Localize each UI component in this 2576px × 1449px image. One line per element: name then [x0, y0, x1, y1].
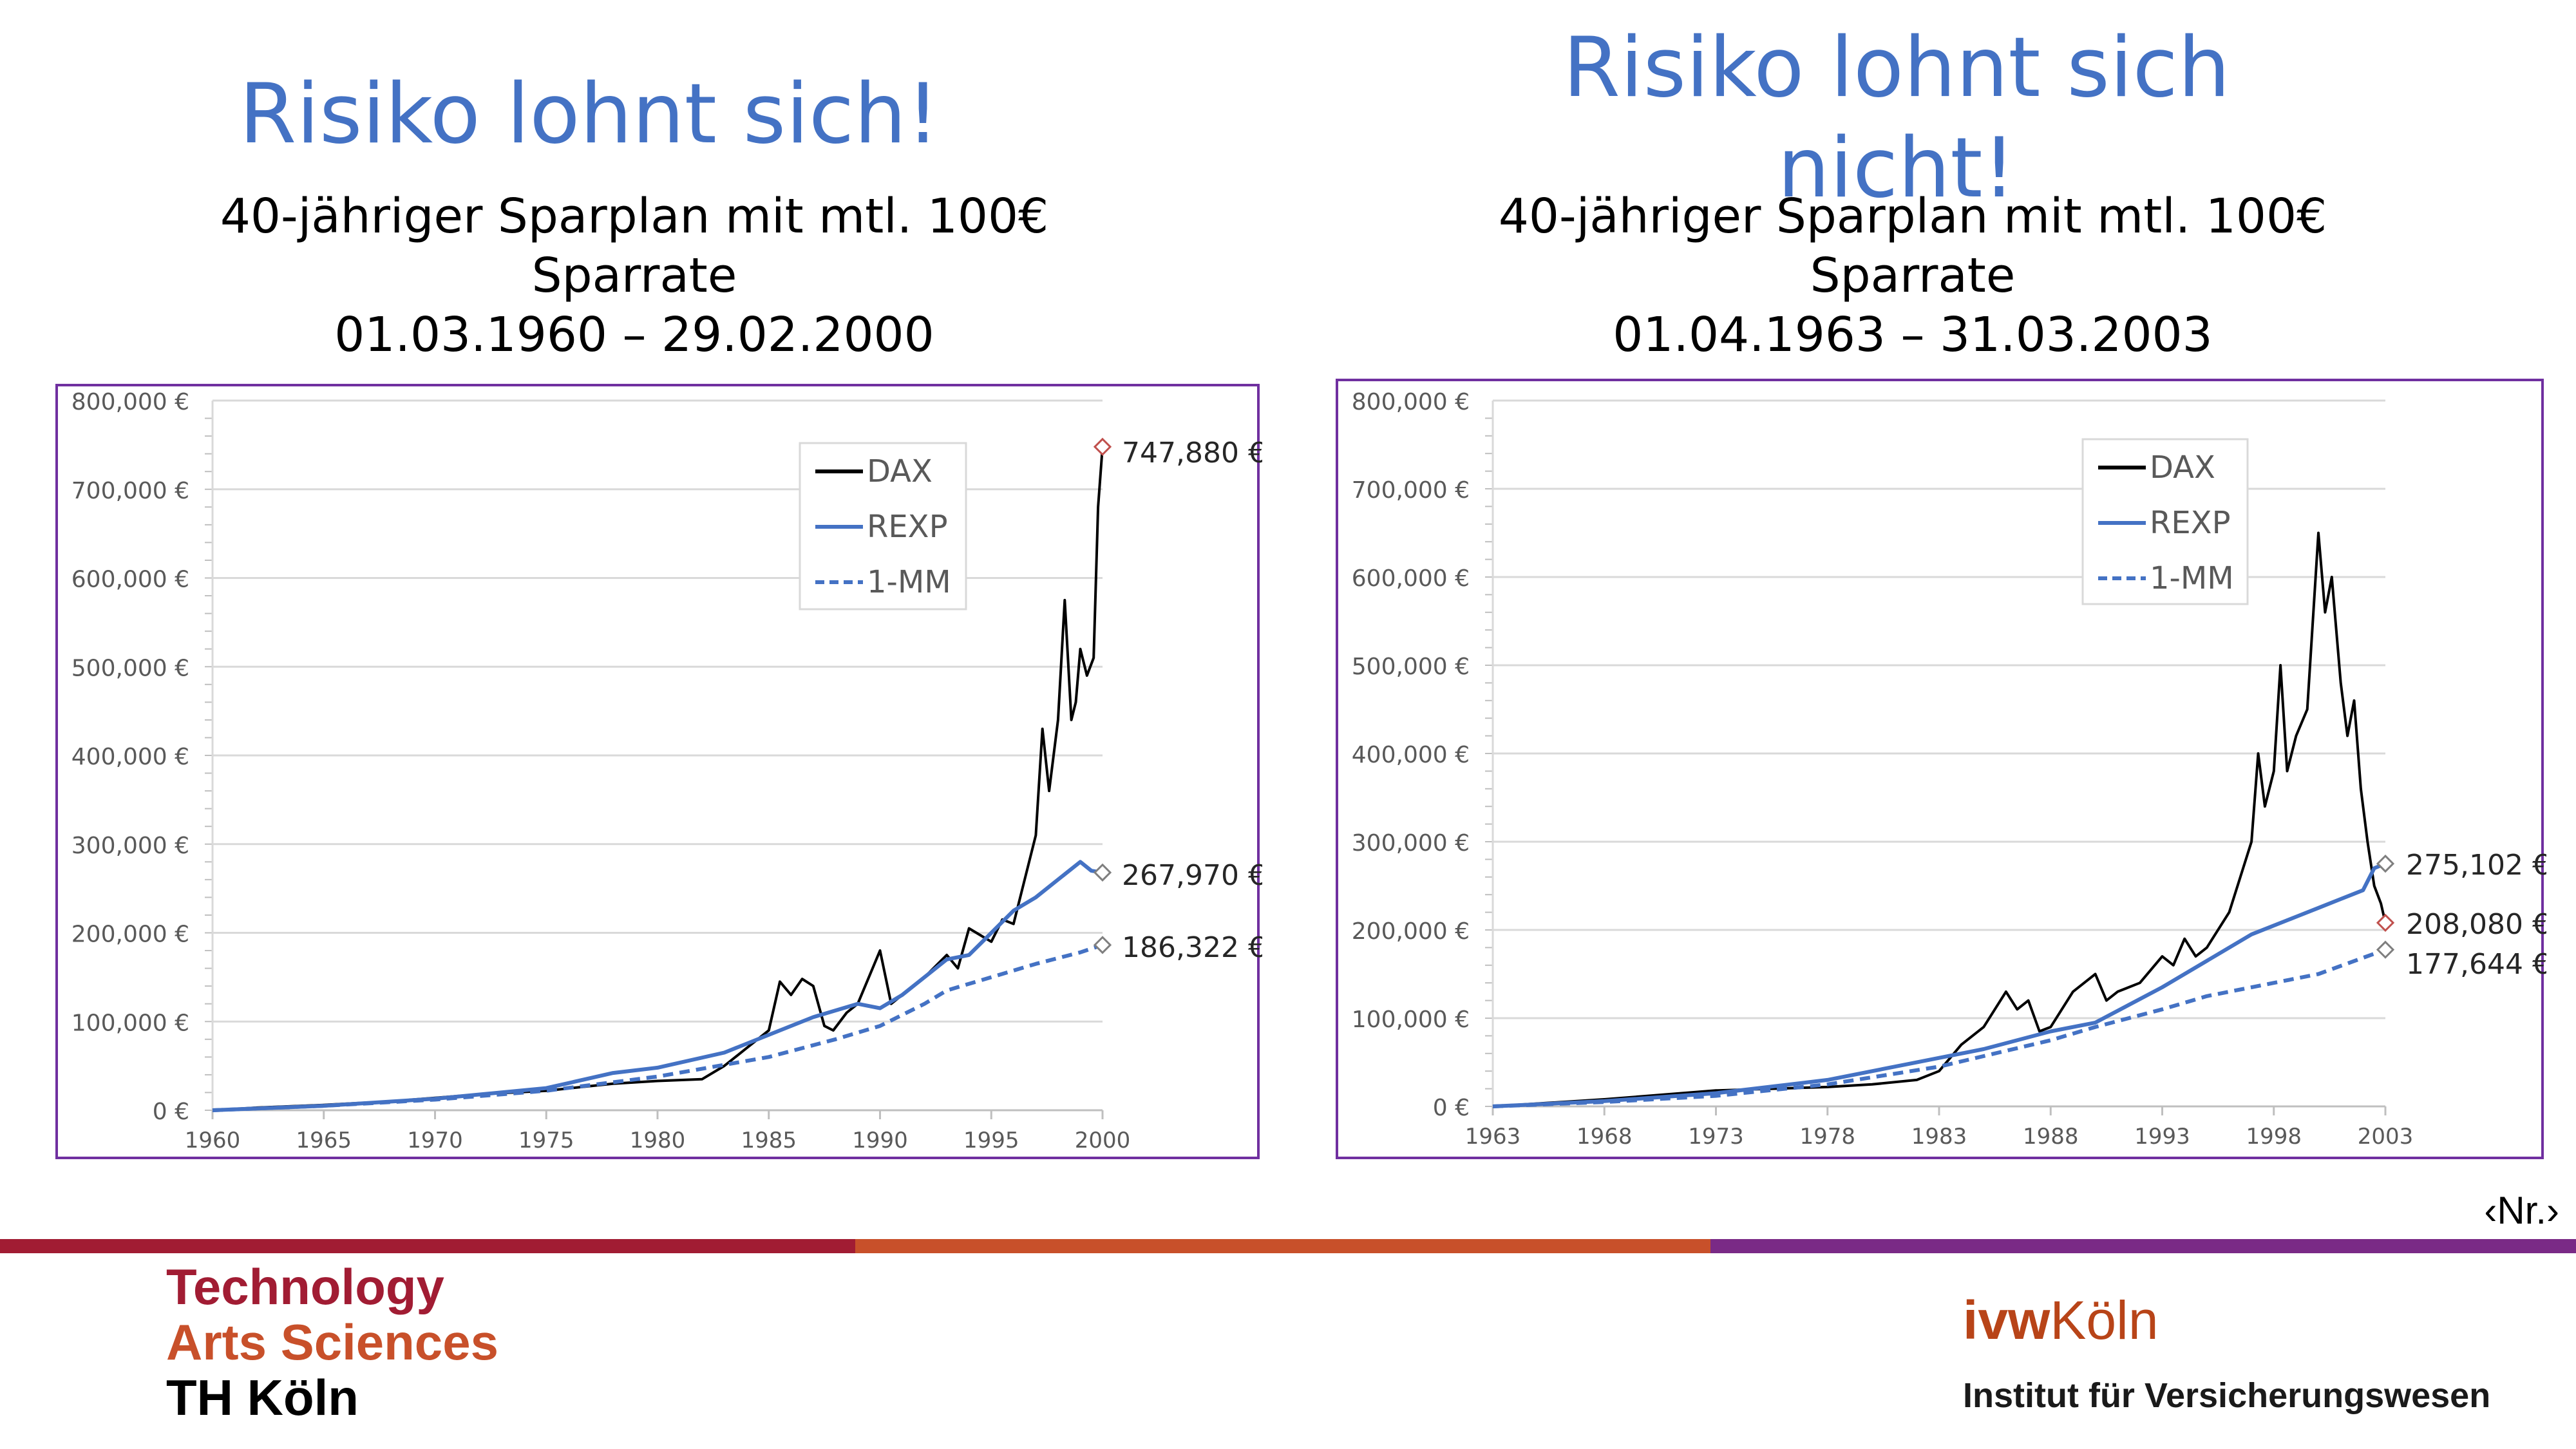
x-tick-label: 1990 [852, 1128, 908, 1153]
y-tick-label: 200,000 € [71, 922, 189, 948]
ivw-part2: Köln [2050, 1290, 2159, 1350]
y-tick-label: 300,000 € [1352, 830, 1470, 857]
x-tick-label: 1975 [518, 1128, 574, 1153]
right-subtitle-line1: 40-jähriger Sparplan mit mtl. 100€ Sparr… [1498, 189, 2327, 303]
x-tick-label: 1978 [1799, 1124, 1855, 1150]
x-tick-label: 1963 [1465, 1124, 1521, 1150]
x-tick-label: 1988 [2023, 1124, 2079, 1150]
legend-label: REXP [867, 509, 948, 545]
chart-right-svg: 0 € 100,000 € 200,000 € 300,000 € 400,000 € 5… [1352, 389, 2546, 1150]
y-tick-label: 600,000 € [71, 567, 189, 593]
ivw-wordmark: ivwKöln [1963, 1288, 2490, 1352]
chart-left-svg: 0 € 100,000 € 200,000 € 300,000 € 400,000 € 5… [71, 389, 1262, 1153]
y-tick-label: 500,000 € [71, 655, 189, 681]
end-marker [2376, 940, 2395, 959]
x-tick-label: 1995 [963, 1128, 1019, 1153]
x-tick-label: 1968 [1577, 1124, 1633, 1150]
y-tick-label: 0 € [1433, 1095, 1470, 1121]
left-heading: Risiko lohnt sich! [239, 66, 940, 162]
y-tick-label: 700,000 € [1352, 477, 1470, 504]
left-subtitle-line1: 40-jähriger Sparplan mit mtl. 100€ Sparr… [220, 189, 1049, 303]
y-tick-label: 400,000 € [71, 744, 189, 770]
y-tick-label: 200,000 € [1352, 918, 1470, 945]
data-label: 208,080 € [2406, 908, 2546, 941]
institute-name: Institut für Versicherungswesen [1963, 1376, 2491, 1415]
th-koeln-logo: Technology Arts Sciences TH Köln [166, 1259, 498, 1425]
series-line-rexp [212, 860, 1103, 1112]
x-tick-label: 1993 [2134, 1124, 2190, 1150]
legend-label: 1-MM [867, 564, 951, 600]
x-tick-label: 2000 [1075, 1128, 1131, 1153]
data-label: 747,880 € [1122, 437, 1262, 469]
x-tick-label: 1965 [296, 1128, 352, 1153]
series-line-dax [1492, 531, 2387, 1108]
y-tick-label: 100,000 € [71, 1010, 189, 1036]
y-tick-label: 400,000 € [1352, 742, 1470, 768]
legend-label: 1-MM [2150, 560, 2234, 596]
logo-arts-sciences: Arts Sciences [166, 1314, 498, 1370]
x-tick-label: 1960 [185, 1128, 241, 1153]
x-tick-label: 1980 [630, 1128, 686, 1153]
footer-bar-red [0, 1239, 855, 1253]
end-marker [1093, 863, 1112, 882]
right-heading-line1: Risiko lohnt sich [1562, 20, 2231, 116]
y-tick-label: 500,000 € [1352, 654, 1470, 680]
ivw-part1: ivw [1963, 1290, 2050, 1350]
x-tick-label: 1985 [741, 1128, 797, 1153]
legend-label: REXP [2150, 505, 2231, 541]
data-label: 186,322 € [1122, 931, 1262, 964]
end-marker [2376, 854, 2395, 873]
y-tick-label: 0 € [153, 1099, 189, 1125]
y-tick-label: 800,000 € [71, 389, 189, 415]
series-line-dax [212, 446, 1104, 1112]
footer-bar-orange [855, 1239, 1710, 1253]
x-tick-label: 1970 [407, 1128, 463, 1153]
right-subtitle: 40-jähriger Sparplan mit mtl. 100€ Sparr… [1394, 187, 2431, 365]
legend-label: DAX [2150, 450, 2215, 486]
data-label: 267,970 € [1122, 859, 1262, 892]
right-heading: Risiko lohnt sich nicht! [1430, 18, 2363, 219]
y-tick-label: 600,000 € [1352, 565, 1470, 592]
end-marker [2376, 913, 2395, 933]
chart-right: 0 € 100,000 € 200,000 € 300,000 € 400,000 € 5… [1336, 379, 2546, 1159]
y-tick-label: 100,000 € [1352, 1007, 1470, 1033]
slide-number: ‹Nr.› [2484, 1189, 2559, 1232]
x-tick-label: 1998 [2246, 1124, 2302, 1150]
left-subtitle: 40-jähriger Sparplan mit mtl. 100€ Sparr… [116, 187, 1153, 365]
ivw-koeln-logo: ivwKöln Institut für Versicherungswesen [1963, 1288, 2490, 1416]
footer-bar-purple [1710, 1239, 2576, 1253]
series-line-1-mm [1492, 947, 2387, 1108]
right-subtitle-line2: 01.04.1963 – 31.03.2003 [1613, 307, 2213, 363]
end-marker [1093, 437, 1112, 456]
data-label: 275,102 € [2406, 849, 2546, 882]
y-tick-label: 700,000 € [71, 478, 189, 504]
left-subtitle-line2: 01.03.1960 – 29.02.2000 [334, 307, 934, 363]
right-heading-line2: nicht! [1777, 120, 2016, 216]
y-tick-label: 800,000 € [1352, 389, 1470, 415]
x-tick-label: 1983 [1911, 1124, 1967, 1150]
logo-th-koeln: TH Köln [166, 1369, 359, 1426]
data-label: 177,644 € [2406, 948, 2546, 981]
chart-left: 0 € 100,000 € 200,000 € 300,000 € 400,000 € 5… [55, 384, 1262, 1159]
x-tick-label: 1973 [1688, 1124, 1744, 1150]
series-line-1-mm [212, 943, 1103, 1112]
legend-label: DAX [867, 453, 933, 489]
end-marker [1093, 936, 1112, 954]
y-tick-label: 300,000 € [71, 833, 189, 859]
logo-technology: Technology [166, 1258, 444, 1315]
x-tick-label: 2003 [2358, 1124, 2414, 1150]
series-line-rexp [1492, 862, 2387, 1108]
